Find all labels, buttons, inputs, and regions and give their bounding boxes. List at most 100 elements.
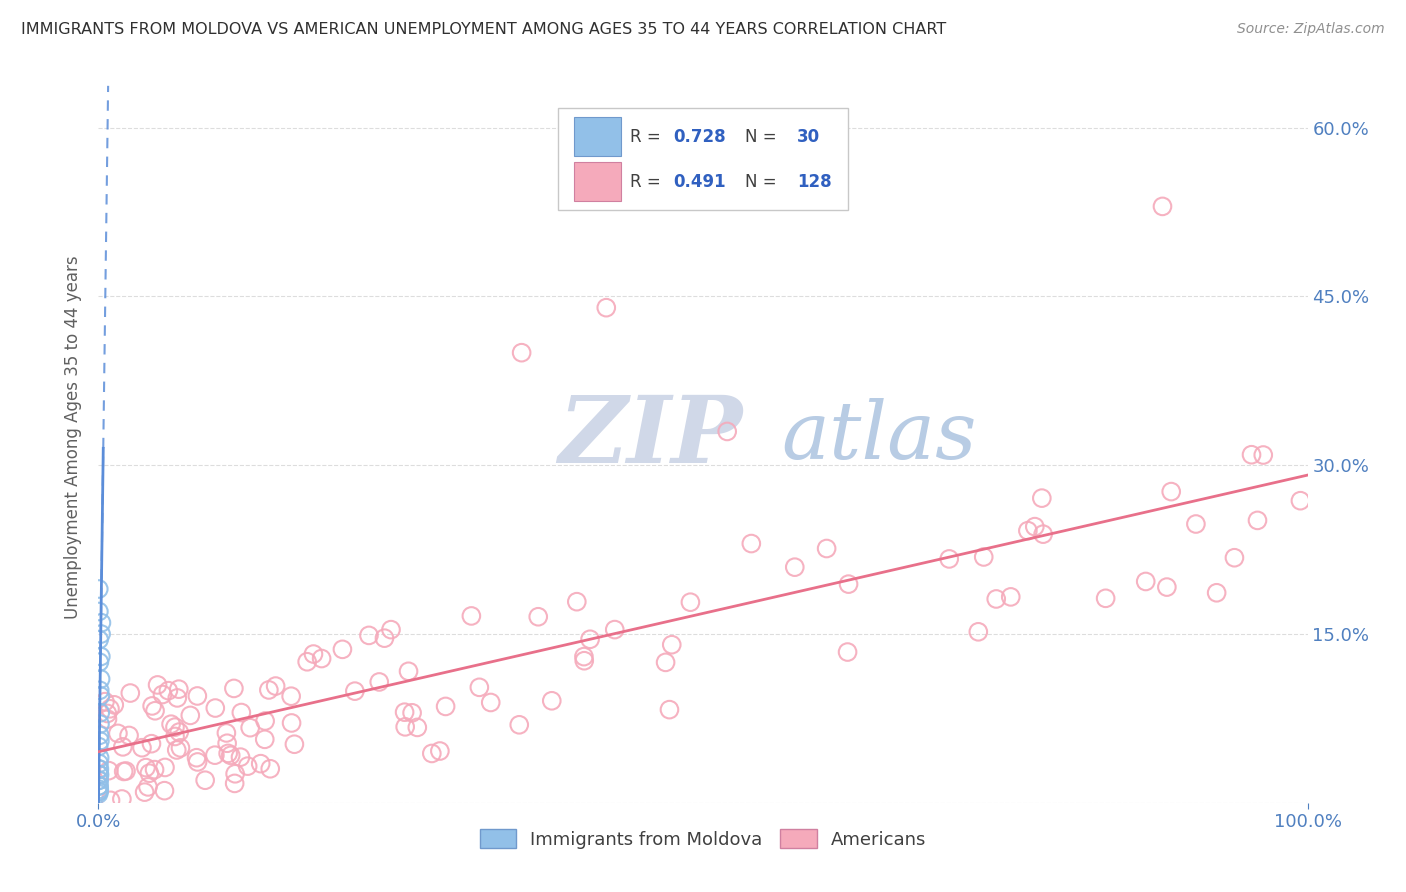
Point	[815, 541, 838, 556]
Point	[406, 720, 429, 734]
Point	[1205, 586, 1227, 600]
Point	[204, 748, 226, 763]
Point	[112, 764, 135, 779]
Point	[94, 695, 117, 709]
Point	[460, 609, 482, 624]
Point	[661, 638, 683, 652]
Text: R =: R =	[630, 173, 666, 191]
Point	[87, 773, 110, 788]
Point	[1000, 590, 1022, 604]
Point	[1156, 580, 1178, 594]
Point	[136, 780, 159, 794]
Point	[1251, 448, 1274, 462]
Text: atlas: atlas	[782, 399, 977, 475]
Point	[1024, 519, 1046, 533]
Point	[204, 701, 226, 715]
Point	[103, 698, 125, 712]
Point	[986, 591, 1008, 606]
Point	[394, 720, 416, 734]
Text: ZIP: ZIP	[558, 392, 742, 482]
Point	[90, 615, 112, 630]
Point	[420, 747, 443, 761]
Point	[186, 750, 208, 764]
Point	[253, 732, 276, 747]
Point	[219, 748, 242, 763]
Point	[257, 682, 280, 697]
Point	[217, 747, 239, 761]
Point	[740, 536, 762, 550]
Point	[111, 792, 134, 806]
Point	[224, 776, 246, 790]
Point	[1094, 591, 1116, 606]
Point	[280, 689, 302, 703]
Point	[1185, 516, 1208, 531]
Point	[343, 684, 366, 698]
Point	[135, 761, 157, 775]
Text: 0.728: 0.728	[673, 128, 725, 145]
Point	[153, 783, 176, 797]
Text: N =: N =	[745, 173, 782, 191]
Point	[138, 766, 160, 780]
Point	[163, 720, 186, 734]
Point	[89, 689, 111, 703]
Point	[134, 785, 156, 799]
Text: 0.491: 0.491	[673, 173, 725, 191]
Point	[90, 627, 112, 641]
Point	[90, 649, 112, 664]
Point	[167, 682, 190, 697]
Point	[1223, 550, 1246, 565]
Point	[160, 717, 183, 731]
Point	[332, 642, 354, 657]
Point	[468, 681, 491, 695]
Point	[89, 762, 111, 776]
Point	[89, 782, 111, 797]
Point	[87, 784, 110, 798]
Point	[259, 762, 281, 776]
Point	[167, 725, 190, 739]
Point	[194, 773, 217, 788]
Point	[264, 679, 287, 693]
Point	[595, 301, 617, 315]
Point	[658, 703, 681, 717]
Point	[357, 628, 380, 642]
Point	[224, 766, 246, 780]
Point	[1160, 484, 1182, 499]
Point	[429, 744, 451, 758]
Point	[87, 762, 110, 776]
Point	[373, 631, 395, 645]
Point	[572, 649, 595, 664]
Point	[89, 734, 111, 748]
Point	[89, 767, 111, 781]
Point	[166, 690, 188, 705]
Point	[231, 706, 253, 720]
Point	[90, 672, 112, 686]
Point	[236, 759, 259, 773]
Point	[111, 739, 134, 754]
Point	[89, 773, 111, 788]
Point	[100, 793, 122, 807]
Point	[169, 740, 191, 755]
Point	[87, 739, 110, 754]
Point	[89, 728, 111, 742]
Point	[302, 647, 325, 661]
Point	[115, 764, 138, 778]
Point	[398, 665, 420, 679]
Y-axis label: Unemployment Among Ages 35 to 44 years: Unemployment Among Ages 35 to 44 years	[65, 255, 83, 619]
Point	[89, 655, 111, 669]
Point	[1017, 524, 1039, 538]
Point	[89, 717, 111, 731]
Point	[89, 706, 111, 720]
Point	[838, 577, 860, 591]
FancyBboxPatch shape	[574, 162, 621, 202]
Point	[141, 698, 163, 713]
Point	[783, 560, 806, 574]
Point	[239, 721, 262, 735]
Point	[146, 678, 169, 692]
Point	[508, 718, 530, 732]
Point	[152, 688, 174, 702]
Point	[837, 645, 859, 659]
Point	[280, 715, 302, 730]
Point	[96, 706, 118, 721]
Text: 30: 30	[797, 128, 821, 145]
FancyBboxPatch shape	[558, 108, 848, 211]
